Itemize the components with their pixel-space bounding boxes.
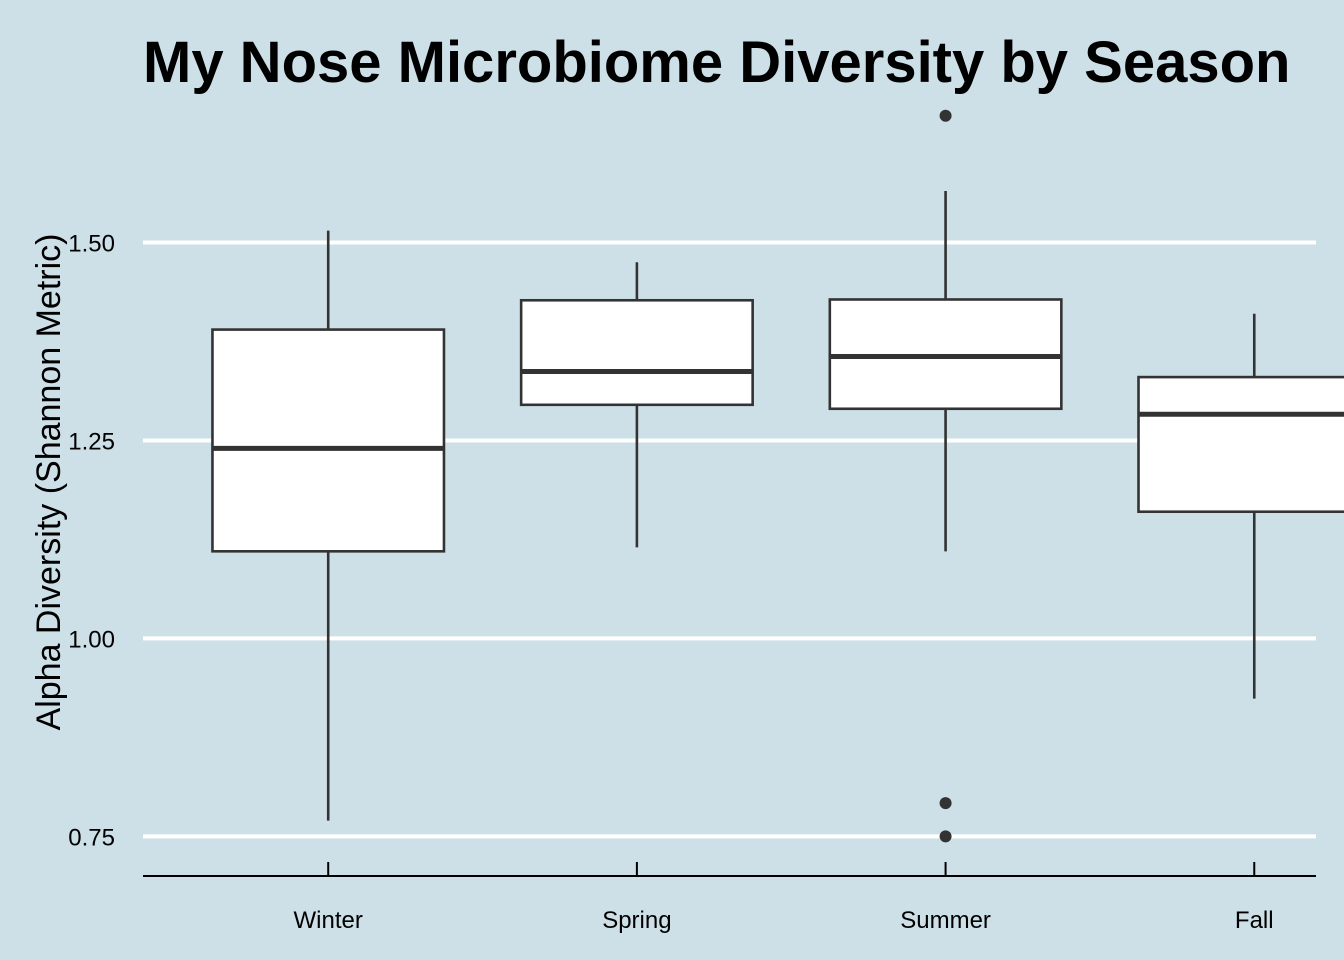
y-tick-label: 1.50 bbox=[68, 230, 115, 257]
iqr-box bbox=[1137, 375, 1344, 514]
x-tick-label: Spring bbox=[602, 907, 671, 934]
box-summer bbox=[828, 109, 1063, 843]
iqr-box bbox=[519, 298, 754, 407]
outlier-point bbox=[939, 797, 952, 810]
y-ticks: 0.75 1.00 1.25 1.50 bbox=[68, 230, 115, 851]
y-axis-label: Alpha Diversity (Shannon Metric) bbox=[30, 234, 68, 731]
box-winter bbox=[211, 230, 446, 821]
boxes bbox=[211, 109, 1344, 843]
x-tick-label: Winter bbox=[294, 907, 363, 934]
chart-title: My Nose Microbiome Diversity by Season bbox=[143, 30, 1290, 95]
iqr-box bbox=[211, 328, 446, 553]
box-spring bbox=[519, 262, 754, 548]
x-ticks: Winter Spring Summer Fall bbox=[294, 862, 1274, 934]
x-tick-label: Summer bbox=[900, 907, 991, 934]
x-tick-label: Fall bbox=[1235, 907, 1274, 934]
box-fall bbox=[1137, 313, 1344, 699]
y-tick-label: 1.25 bbox=[68, 428, 115, 455]
y-tick-label: 1.00 bbox=[68, 626, 115, 653]
y-tick-label: 0.75 bbox=[68, 824, 115, 851]
outlier-point bbox=[939, 830, 952, 843]
outlier-point bbox=[939, 109, 952, 122]
